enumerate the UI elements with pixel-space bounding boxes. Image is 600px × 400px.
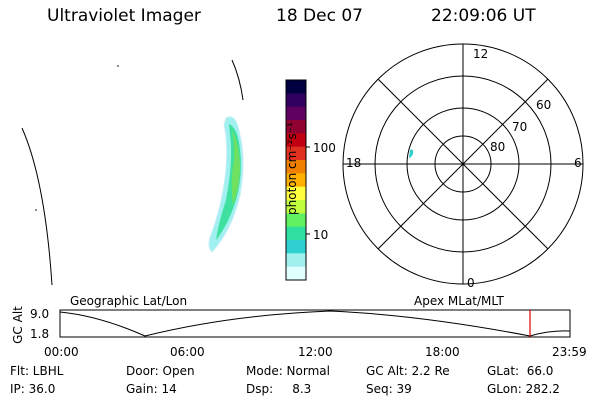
colorbar-segment [286,146,306,161]
colorbar-label-100: 100 [313,141,336,155]
info-gain: Gain: 14 [126,382,177,396]
info-mode: Mode: Normal [246,364,330,378]
colorbar [285,79,307,281]
polar-diagonal-2 [377,78,549,250]
lat-label-80: 80 [490,140,506,154]
time-tick-1800: 18:00 [425,345,460,359]
geographic-latlon-label: Geographic Lat/Lon [70,294,188,308]
colorbar-segment [286,120,306,134]
time-tick-1200: 12:00 [298,345,333,359]
colorbar-segment [286,106,306,121]
orbit-panel-frame [59,309,571,338]
info-filter: Flt: LBHL [10,364,64,378]
instrument-title: Ultraviolet Imager [47,6,201,26]
aurora-core [231,130,240,205]
limb-arc-top [231,59,244,101]
gc-alt-axis-label: GC Alt [11,306,25,344]
time-tick-2359: 23:59 [552,345,587,359]
info-seq: Seq: 39 [366,382,412,396]
apex-mlat-mlt-label: Apex MLat/MLT [414,294,504,308]
colorbar-segment [286,133,306,148]
mlt-label-12: 12 [473,47,489,61]
info-gc-alt: GC Alt: 2.2 Re [366,364,450,378]
alt-tick-9: 9.0 [30,307,50,321]
map-dot [35,209,37,211]
colorbar-segment [286,200,306,214]
colorbar-segment [286,93,306,108]
colorbar-segment [286,226,306,241]
info-door: Door: Open [126,364,195,378]
colorbar-segment [286,253,306,268]
lat-label-70: 70 [512,120,528,134]
alt-tick-1-8: 1.8 [30,327,50,341]
time-label: 22:09:06 UT [431,6,536,26]
colorbar-segment [286,173,306,188]
orbit-altitude-panel [59,309,571,338]
date-label: 18 Dec 07 [276,6,363,26]
mlt-label-6: 6 [574,156,582,170]
map-dot [117,65,119,67]
info-dsp: Dsp: 8.3 [246,382,312,396]
mlt-label-0: 0 [467,276,475,290]
colorbar-segment [286,186,306,201]
time-tick-0000: 00:00 [44,345,79,359]
geographic-image [21,59,244,286]
orbit-altitude-curve [59,310,571,337]
colorbar-unit-label: photon cm⁻²s⁻¹ [285,122,299,215]
time-tick-0600: 06:00 [170,345,205,359]
info-glat: GLat: 66.0 [487,364,554,378]
colorbar-segment [286,160,306,174]
colorbar-segment [286,266,306,281]
colorbar-label-10: 10 [313,228,329,242]
mlt-label-18: 18 [346,156,362,170]
colorbar-segment [286,213,306,228]
lat-label-60: 60 [536,98,552,112]
info-ip: IP: 36.0 [10,382,56,396]
polar-aurora-spot [409,149,414,158]
colorbar-frame [285,79,307,281]
info-glon: GLon: 282.2 [487,382,560,396]
limb-arc-left [21,127,53,286]
polar-plot [342,43,584,285]
colorbar-segment [286,80,306,94]
colorbar-segment [286,240,306,254]
